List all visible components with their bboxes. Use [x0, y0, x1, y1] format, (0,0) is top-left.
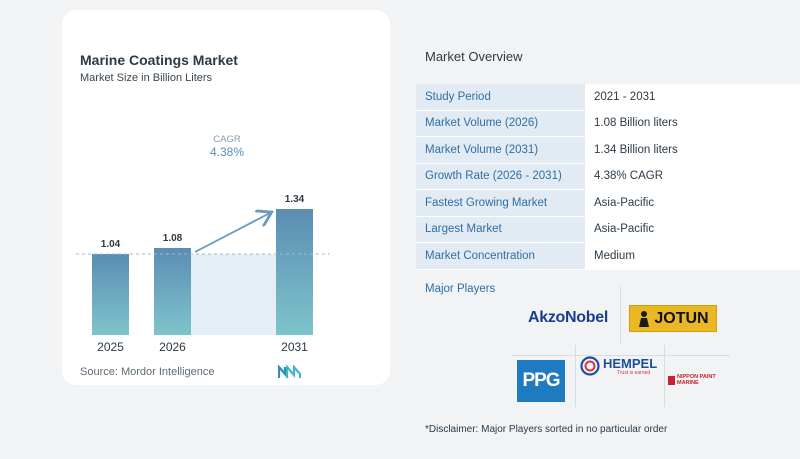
overview-row-value: 2021 - 2031: [585, 84, 800, 110]
overview-row: Largest Market Asia-Pacific: [416, 216, 800, 243]
overview-row-value: Asia-Pacific: [585, 190, 800, 216]
bar-value-label: 1.04: [101, 239, 121, 250]
major-players-title: Major Players: [425, 283, 496, 295]
growth-region: [191, 254, 276, 335]
jotun-figure-icon: [639, 310, 650, 327]
overview-row-key: Market Concentration: [416, 243, 585, 269]
overview-row-value: 1.34 Billion liters: [585, 137, 800, 163]
mordor-intelligence-logo-icon: [278, 365, 302, 378]
cagr-label: CAGR: [213, 134, 241, 145]
x-tick-label: 2025: [97, 340, 124, 354]
nippon-paint-marine-logo: NIPPON PAINT MARINE: [668, 371, 732, 389]
x-tick-label: 2026: [159, 340, 186, 354]
overview-row-value: Asia-Pacific: [585, 216, 800, 242]
overview-row: Market Volume (2026) 1.08 Billion liters: [416, 110, 800, 137]
overview-row-key: Largest Market: [416, 216, 585, 242]
players-disclaimer: *Disclaimer: Major Players sorted in no …: [425, 424, 668, 435]
chart-subtitle: Market Size in Billion Liters: [80, 72, 213, 84]
bar: [154, 248, 191, 335]
overview-row-value: Medium: [585, 243, 800, 269]
chart-title: Marine Coatings Market: [80, 52, 238, 68]
bar: [276, 209, 313, 335]
bar-value-label: 1.08: [163, 233, 183, 244]
overview-row: Fastest Growing Market Asia-Pacific: [416, 190, 800, 217]
overview-row: Study Period 2021 - 2031: [416, 84, 800, 111]
hempel-emblem-icon: [580, 356, 600, 376]
logo-grid-divider: [512, 355, 730, 356]
nippon-mark-icon: [668, 375, 675, 385]
overview-row-value: 4.38% CAGR: [585, 163, 800, 189]
overview-row-key: Fastest Growing Market: [416, 190, 585, 216]
logo-grid-divider: [664, 345, 665, 407]
logo-grid-divider: [575, 345, 576, 407]
overview-row: Growth Rate (2026 - 2031) 4.38% CAGR: [416, 163, 800, 190]
overview-row-value: 1.08 Billion liters: [585, 110, 800, 136]
bar-value-label: 1.34: [285, 194, 305, 205]
bar: [92, 254, 129, 335]
market-overview-title: Market Overview: [425, 49, 523, 64]
logo-grid-divider: [620, 286, 621, 344]
cagr-value: 4.38%: [210, 145, 244, 159]
overview-row-key: Growth Rate (2026 - 2031): [416, 163, 585, 189]
chart-source: Source: Mordor Intelligence: [80, 366, 215, 378]
overview-row-key: Study Period: [416, 84, 585, 110]
jotun-logo: JOTUN: [629, 305, 717, 332]
akzonobel-logo: AkzoNobel: [528, 309, 608, 326]
overview-table: Study Period 2021 - 2031 Market Volume (20…: [416, 84, 800, 270]
ppg-logo: PPG: [517, 360, 565, 402]
hempel-logo: HEMPEL Trust is earned: [580, 351, 660, 381]
overview-row-key: Market Volume (2026): [416, 110, 585, 136]
overview-row-key: Market Volume (2031): [416, 137, 585, 163]
cagr-arrow: [194, 213, 270, 253]
x-tick-label: 2031: [281, 340, 308, 354]
overview-row: Market Volume (2031) 1.34 Billion liters: [416, 137, 800, 164]
overview-row: Market Concentration Medium: [416, 243, 800, 270]
